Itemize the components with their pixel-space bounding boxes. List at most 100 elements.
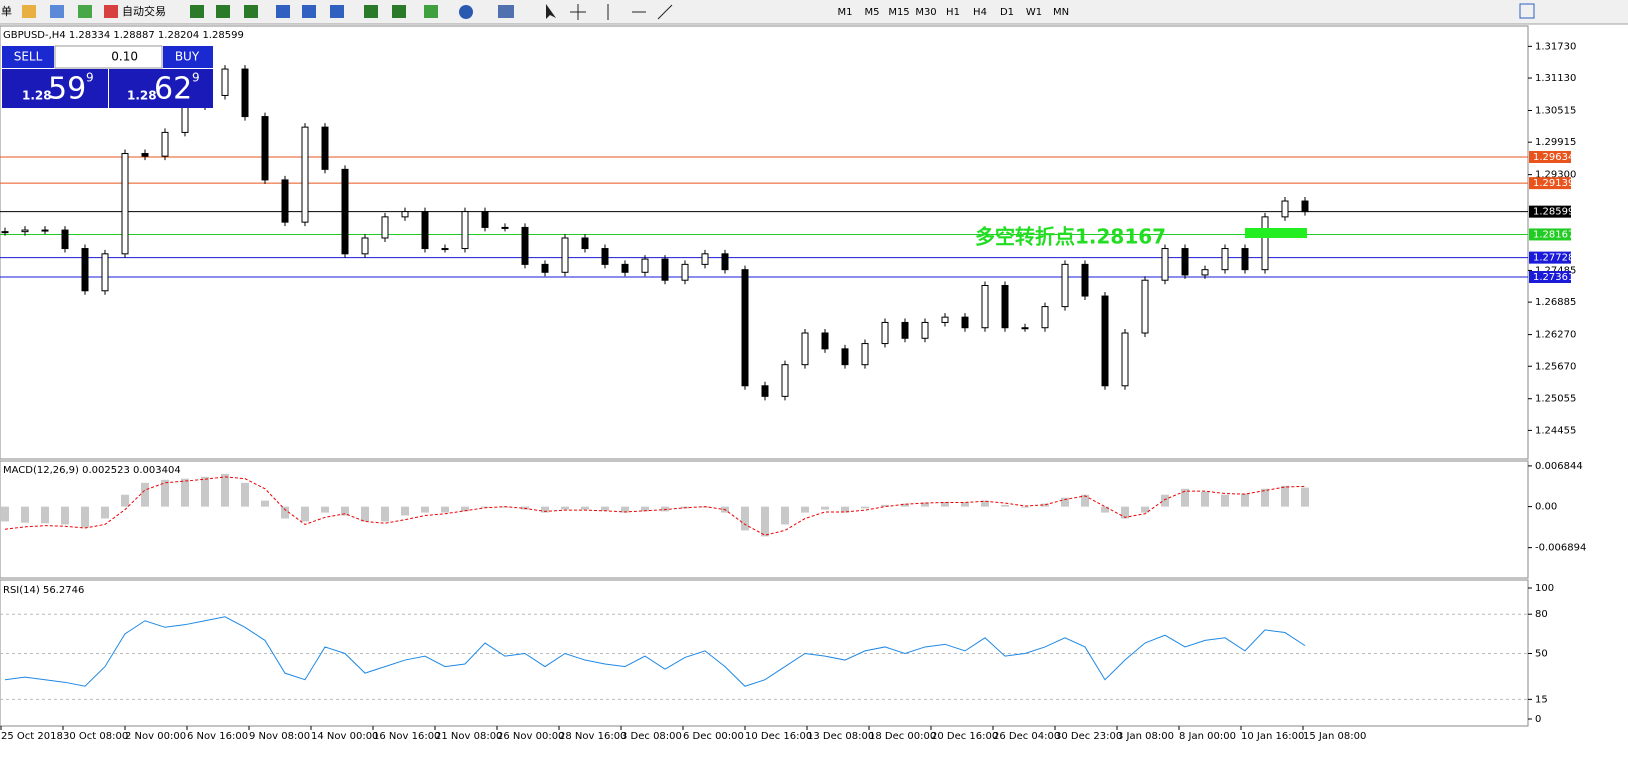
icon[interactable] [50,5,64,18]
level-label: 1.29634 [1533,152,1574,163]
candle [581,237,589,250]
icon[interactable] [216,5,230,18]
candle [801,332,809,366]
bid-box[interactable] [2,69,108,108]
level-tag [1529,177,1571,190]
x-tick-label: 26 Nov 00:00 [497,731,564,742]
candle [1021,327,1029,330]
timeframe-button[interactable]: W1 [1026,7,1042,18]
macd-bar [1241,493,1249,507]
x-tick-label: 3 Dec 08:00 [621,731,682,742]
candle [401,211,409,218]
candle [661,258,669,281]
timeframe-button[interactable]: D1 [1000,7,1014,18]
buy-button[interactable] [163,46,213,68]
timeframe-button[interactable]: M5 [865,7,880,18]
ask-box[interactable] [109,69,213,108]
x-tick-label: 16 Nov 16:00 [373,731,440,742]
macd-bar [1101,506,1109,513]
icon[interactable] [190,5,204,18]
icon[interactable] [498,5,514,18]
timeframe-button[interactable]: M1 [838,7,853,18]
macd-bar [1301,487,1309,507]
macd-bar [1141,506,1149,513]
candle [841,348,849,366]
icon[interactable] [364,5,378,18]
timeframe-button[interactable]: M15 [888,7,909,18]
candle [701,253,709,265]
macd-bar [481,506,489,508]
menu-char: 单 [1,5,12,18]
sell-button[interactable] [2,46,54,68]
x-tick-label: 28 Nov 16:00 [559,731,626,742]
icon[interactable] [330,5,344,18]
candle [741,269,749,387]
candle [881,321,889,345]
candle [941,316,949,323]
macd-bar [841,506,849,513]
x-tick-label: 10 Jan 16:00 [1241,731,1304,742]
macd-bar [1061,497,1069,507]
auto-trade[interactable]: 自动交易 [122,4,166,18]
candle [21,229,29,233]
macd-bar [441,506,449,513]
sell-label[interactable]: SELL [14,50,43,64]
x-tick-label: 8 Jan 00:00 [1179,731,1236,742]
candle [1141,279,1149,334]
macd-bar [981,500,989,507]
candle [1261,216,1269,271]
level-label: 1.27728 [1533,253,1574,264]
macd-bar [41,506,49,524]
level-tag [1529,151,1571,164]
candle [421,211,429,250]
icon[interactable] [276,5,290,18]
macd-bar [1281,485,1289,507]
macd-bar [201,476,209,507]
lot-value[interactable]: 0.10 [111,50,138,64]
macd-bar [941,501,949,507]
icon[interactable] [657,4,673,20]
icon[interactable] [22,5,36,18]
icon[interactable] [424,5,438,18]
buy-label[interactable]: BUY [175,50,200,64]
candle [641,258,649,273]
macd-bar [1221,494,1229,507]
icon[interactable] [78,5,92,18]
timeframe-button[interactable]: H1 [946,7,960,18]
candle [821,332,829,350]
x-tick-label: 26 Dec 04:00 [993,731,1060,742]
candle [361,237,369,255]
level-tag [1529,270,1571,283]
x-tick-label: 20 Dec 16:00 [931,731,998,742]
auto-trade-icon[interactable] [104,5,118,18]
timeframe-button[interactable]: M30 [915,7,936,18]
search-icon[interactable] [1519,3,1535,19]
y-tick-label: 1.29300 [1535,170,1576,181]
candle [1241,248,1249,271]
icon[interactable] [459,5,473,19]
y-tick-label: -0.006894 [1535,543,1586,554]
macd-bar [1261,488,1269,507]
trade-panel: SELL 0.10 BUY 1.28 59 9 1.28 62 9 [2,45,213,108]
lot-input[interactable] [54,45,163,69]
x-tick-label: 3 Jan 08:00 [1117,731,1174,742]
timeframe-button[interactable]: MN [1053,7,1069,18]
icon[interactable] [302,5,316,18]
icon[interactable] [244,5,258,18]
level-tag [1529,251,1571,264]
timeframe-button[interactable]: H4 [973,7,987,18]
y-tick-label: 100 [1535,583,1554,594]
candle [481,211,489,228]
x-tick-label: 30 Dec 23:00 [1055,731,1122,742]
candle [861,343,869,366]
macd-bar [821,506,829,510]
macd-bar [541,506,549,513]
ask-big: 62 [154,72,192,107]
candle [1161,248,1169,281]
icon[interactable] [392,5,406,18]
cursor-icon[interactable] [546,4,556,19]
ask-prefix: 1.28 [127,89,157,103]
macd-bar [881,504,889,507]
y-tick-label: 1.31130 [1535,73,1576,84]
x-tick-label: 30 Oct 08:00 [63,731,128,742]
